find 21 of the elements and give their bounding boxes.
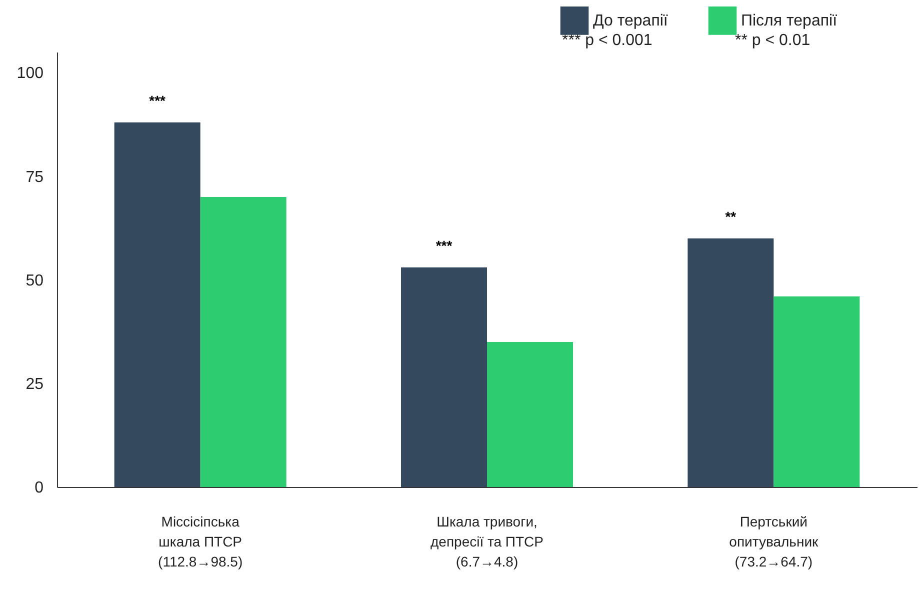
x-tick-label: Пертський опитувальник (73.2→64.7) [729, 514, 820, 570]
x-tick-label: Шкала тривоги, депресії та ПТСР (6.7→4.8) [430, 514, 544, 570]
y-tick-label: 75 [26, 168, 44, 186]
bar [487, 342, 573, 487]
text: ** p < 0.01 [735, 32, 810, 49]
legend-label: До терапії [593, 12, 668, 30]
bar [401, 267, 487, 487]
y-tick-label: 100 [16, 65, 44, 82]
annotation: *** [436, 237, 453, 254]
annotation: ** [725, 208, 737, 224]
y-tick-label: 50 [26, 272, 44, 290]
x-tick-label: Міссісіпська шкала ПТСР (112.8→98.5) [158, 514, 243, 570]
bar [688, 238, 774, 487]
annotation: *** [149, 92, 166, 108]
legend-label: Після терапії [741, 12, 838, 30]
y-tick-label: 0 [34, 480, 44, 496]
bar [774, 296, 860, 487]
bar [114, 122, 200, 487]
y-tick-label: 25 [26, 376, 44, 393]
bar [200, 197, 286, 487]
text: *** p < 0.001 [562, 32, 652, 49]
